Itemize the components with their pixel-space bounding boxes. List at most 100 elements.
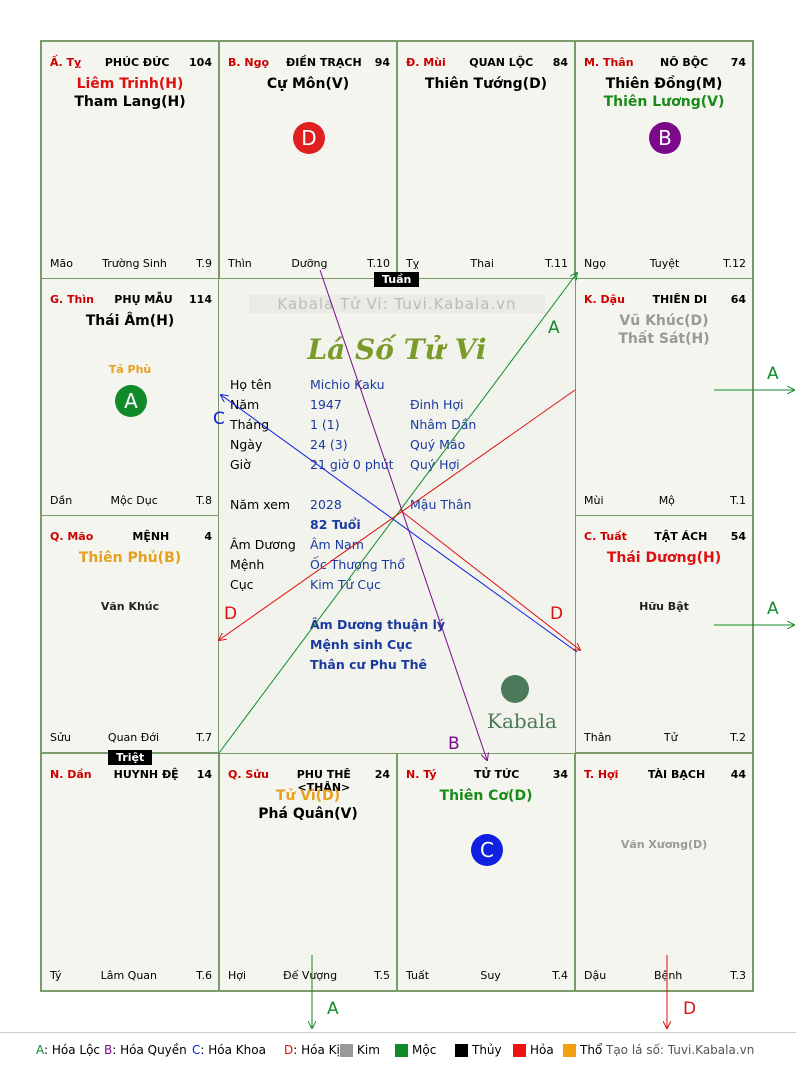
main-star: Tử Vi(D) bbox=[275, 788, 341, 804]
palace-name: PHÚC ĐỨC bbox=[104, 56, 170, 69]
element-swatch-icon bbox=[513, 1044, 526, 1057]
footer-text: Lâm Quan bbox=[100, 969, 158, 982]
footer-text: T.4 bbox=[552, 969, 568, 982]
palace-name: QUAN LỘC bbox=[469, 56, 534, 69]
palace-number: 84 bbox=[552, 56, 568, 69]
footer-text: T.5 bbox=[374, 969, 390, 982]
footer-text: Tỵ bbox=[406, 257, 420, 270]
footer-text: Sửu bbox=[50, 731, 71, 744]
hoa-badge-icon: B bbox=[649, 122, 681, 154]
legend-item: A: Hóa Lộc bbox=[36, 1043, 100, 1057]
palace-can: N. Tý bbox=[406, 768, 437, 781]
palace-cell: C. Tuất TẬT ÁCH 54 Thái Dương(H) Hữu Bật Thân… bbox=[575, 515, 753, 753]
legend-text: : Hóa Quyền bbox=[112, 1043, 187, 1057]
palace-can: K. Dậu bbox=[584, 293, 625, 306]
kabala-logo-icon bbox=[501, 675, 529, 703]
footer-text: Dần bbox=[50, 494, 73, 507]
footer-text: T.6 bbox=[196, 969, 212, 982]
minor-star: Tả Phù bbox=[108, 363, 152, 376]
main-star: Thiên Cơ(D) bbox=[439, 788, 533, 804]
info-value-2: Đinh Hợi bbox=[410, 397, 464, 412]
footer-text: Mộ bbox=[658, 494, 675, 507]
info-value-2: Mậu Thân bbox=[410, 497, 472, 512]
palace-cell: B. Ngọ ĐIỀN TRẠCH 94 Cự Môn(V) D Thìn Dưỡng T.1… bbox=[219, 41, 397, 279]
palace-cell: M. Thân NÔ BỘC 74 Thiên Đồng(M) Thiên Lương(… bbox=[575, 41, 753, 279]
palace-can: Q. Mão bbox=[50, 530, 94, 543]
palace-cell: N. Dần HUYNH ĐỆ 14 Tý Lâm Quan T.6 bbox=[41, 753, 219, 991]
footer-text: T.1 bbox=[730, 494, 746, 507]
palace-name: TỬ TỨC bbox=[473, 768, 520, 781]
element-name: Thủy bbox=[472, 1043, 502, 1057]
triet-label: Triệt bbox=[108, 750, 153, 765]
main-star: Thiên Tướng(D) bbox=[424, 76, 548, 92]
main-star: Cự Môn(V) bbox=[266, 76, 350, 92]
legend-key: A bbox=[36, 1043, 44, 1057]
palace-name: PHU THÊ <THÂN> bbox=[296, 768, 351, 794]
palace-header: C. Tuất TẬT ÁCH 54 bbox=[584, 530, 746, 543]
palace-name: MỆNH bbox=[132, 530, 170, 543]
palace-can: G. Thìn bbox=[50, 293, 94, 306]
main-star: Thất Sát(H) bbox=[618, 331, 710, 347]
element-swatch-icon bbox=[563, 1044, 576, 1057]
palace-header: N. Tý TỬ TỨC 34 bbox=[406, 768, 568, 781]
footer-text: Mão bbox=[50, 257, 73, 270]
palace-header: Q. Sửu PHU THÊ <THÂN> 24 bbox=[228, 768, 390, 794]
palace-number: 74 bbox=[730, 56, 746, 69]
palace-footer: Dậu Bệnh T.3 bbox=[584, 969, 746, 982]
palace-can: T. Hợi bbox=[584, 768, 619, 781]
info-value: 2028 bbox=[310, 497, 342, 512]
info-label: Mệnh bbox=[230, 557, 265, 572]
footer-text: T.2 bbox=[730, 731, 746, 744]
footer-text: Dưỡng bbox=[291, 257, 328, 270]
footer-text: Thai bbox=[470, 257, 494, 270]
element-name: Mộc bbox=[412, 1043, 437, 1057]
legend-text: : Hóa Lộc bbox=[44, 1043, 101, 1057]
palace-name: TẬT ÁCH bbox=[654, 530, 708, 543]
palace-header: G. Thìn PHỤ MẪU 114 bbox=[50, 293, 212, 306]
legend-element: Mộc bbox=[395, 1043, 436, 1057]
info-value: 1947 bbox=[310, 397, 342, 412]
palace-name: THIÊN DI bbox=[652, 293, 708, 306]
minor-star: Văn Xương(D) bbox=[620, 838, 708, 851]
palace-footer: Hợi Đế Vượng T.5 bbox=[228, 969, 390, 982]
palace-can: M. Thân bbox=[584, 56, 634, 69]
palace-can: B. Ngọ bbox=[228, 56, 270, 69]
footer-text: T.11 bbox=[545, 257, 568, 270]
palace-footer: Tuất Suy T.4 bbox=[406, 969, 568, 982]
arrow-label: A bbox=[767, 599, 779, 619]
legend-key: B bbox=[104, 1043, 113, 1057]
footer-text: Hợi bbox=[228, 969, 247, 982]
main-star: Tham Lang(H) bbox=[74, 94, 186, 110]
palace-header: Q. Mão MỆNH 4 bbox=[50, 530, 212, 543]
main-star: Liêm Trinh(H) bbox=[76, 76, 184, 92]
palace-footer: Thìn Dưỡng T.10 bbox=[228, 257, 390, 270]
arrow-label: A bbox=[767, 364, 779, 384]
legend-text: : Hóa Kị bbox=[293, 1043, 340, 1057]
footer-text: Ngọ bbox=[584, 257, 606, 270]
legend-item: C: Hóa Khoa bbox=[192, 1043, 266, 1057]
info-label: Cục bbox=[230, 577, 254, 592]
legend-text: : Hóa Khoa bbox=[200, 1043, 266, 1057]
footer-text: T.10 bbox=[367, 257, 390, 270]
hoa-badge-icon: C bbox=[471, 834, 503, 866]
palace-number: 64 bbox=[730, 293, 746, 306]
element-swatch-icon bbox=[340, 1044, 353, 1057]
legend-element: Kim bbox=[340, 1043, 380, 1057]
legend-element: Hỏa bbox=[513, 1043, 554, 1057]
info-label: Âm Dương bbox=[230, 537, 296, 552]
footer-text: Dậu bbox=[584, 969, 607, 982]
palace-cell: K. Dậu THIÊN DI 64 Vũ Khúc(D) Thất Sát(H) Mùi… bbox=[575, 278, 753, 516]
palace-cell: T. Hợi TÀI BẠCH 44 Văn Xương(D) Dậu Bệnh T.3 bbox=[575, 753, 753, 991]
palace-cell: N. Tý TỬ TỨC 34 Thiên Cơ(D) C Tuất Suy T.4 bbox=[397, 753, 575, 991]
footer-text: Tử bbox=[663, 731, 678, 744]
info-value-2: Quý Mão bbox=[410, 437, 466, 452]
element-name: Thổ bbox=[580, 1043, 603, 1057]
palace-number: 44 bbox=[730, 768, 746, 781]
palace-footer: Tý Lâm Quan T.6 bbox=[50, 969, 212, 982]
footer-text: Thìn bbox=[228, 257, 252, 270]
main-star: Vũ Khúc(D) bbox=[619, 313, 709, 329]
palace-can: Q. Sửu bbox=[228, 768, 269, 781]
footer-text: Quan Đới bbox=[107, 731, 160, 744]
info-label: Họ tên bbox=[230, 377, 272, 392]
palace-footer: Thân Tử T.2 bbox=[584, 731, 746, 744]
